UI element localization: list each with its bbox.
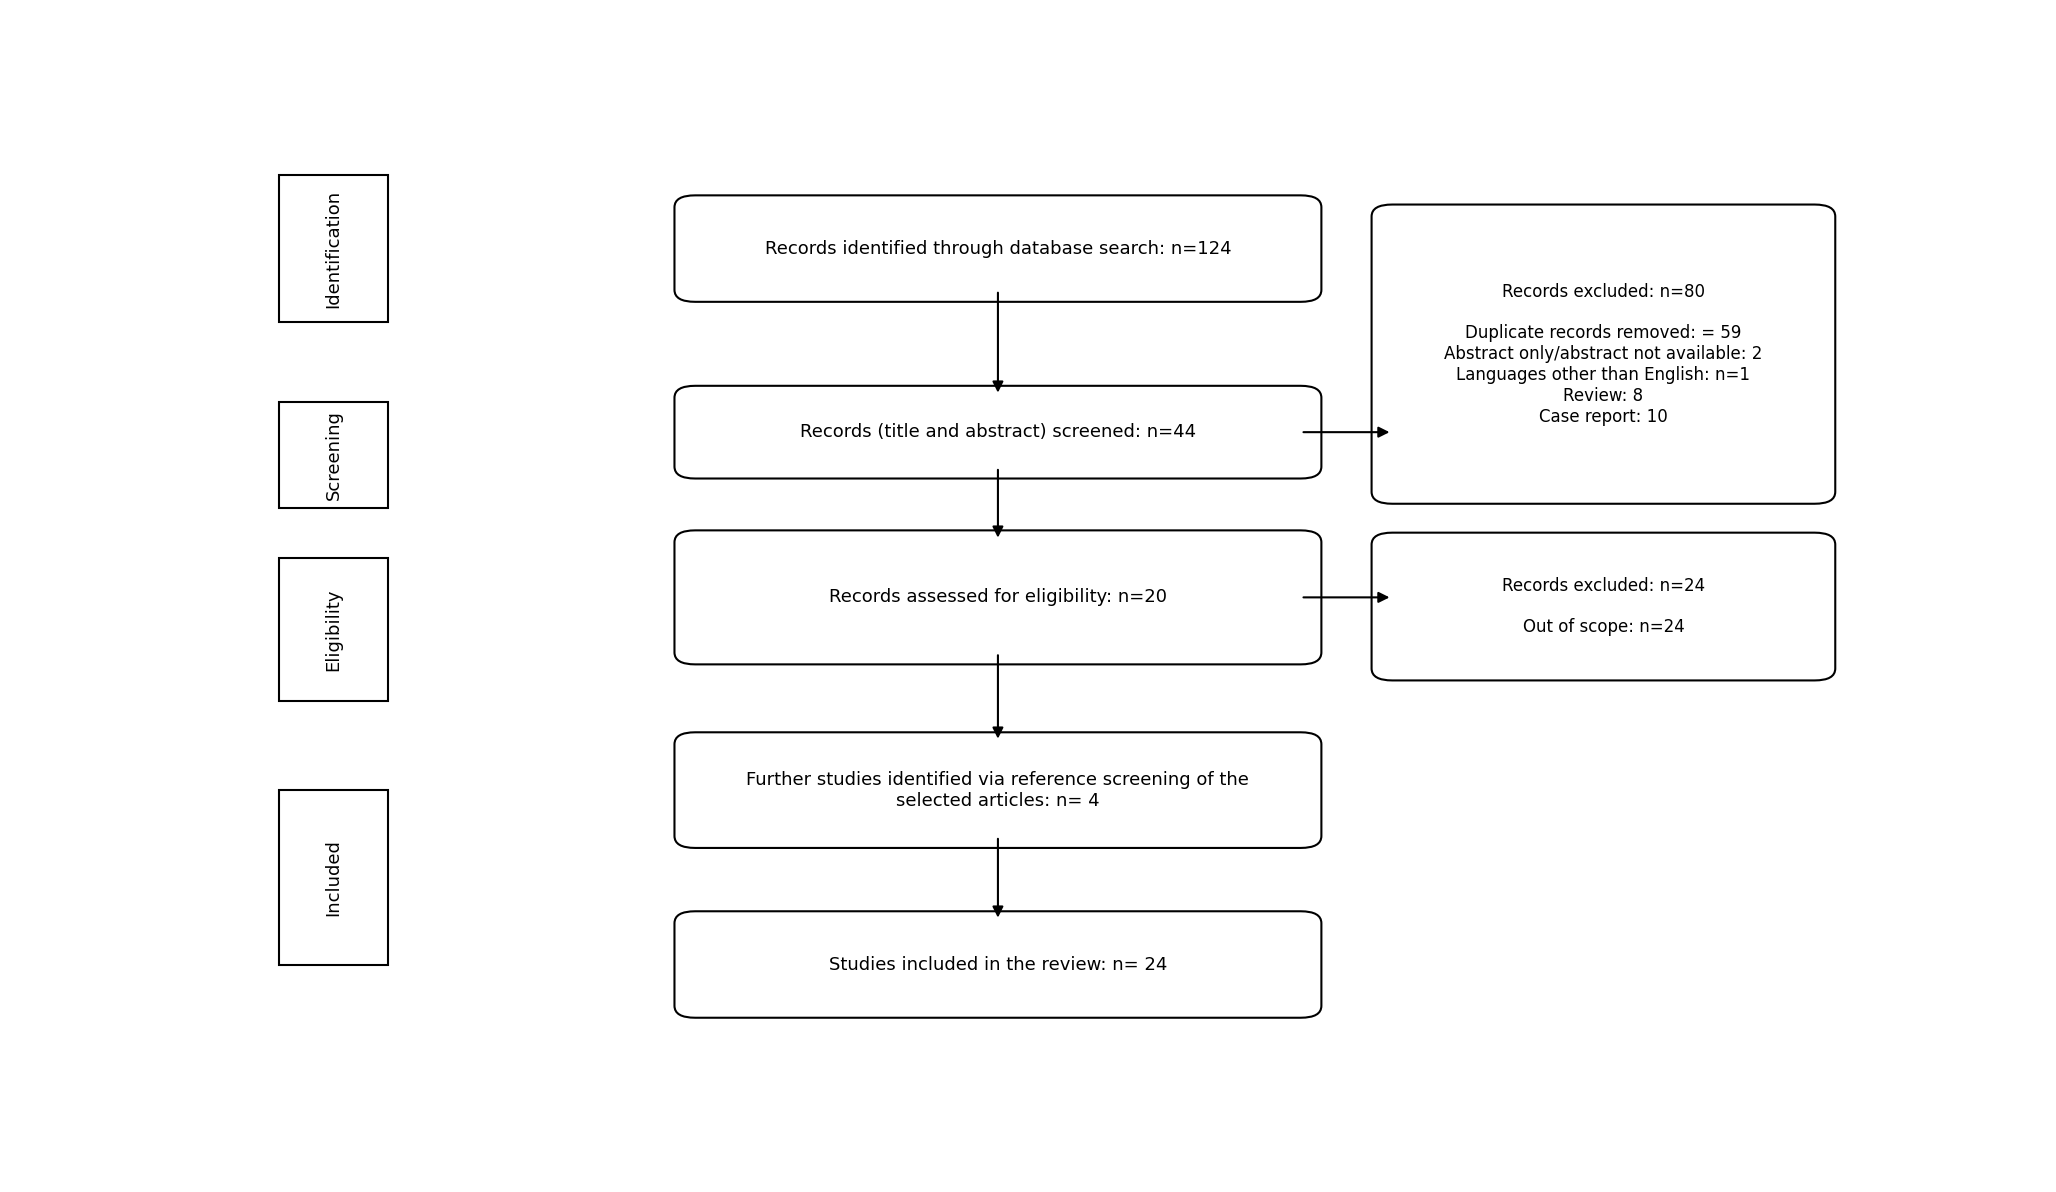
FancyBboxPatch shape: [280, 790, 389, 964]
FancyBboxPatch shape: [1371, 533, 1836, 681]
Text: Records assessed for eligibility: n=20: Records assessed for eligibility: n=20: [829, 589, 1168, 607]
FancyBboxPatch shape: [674, 911, 1322, 1018]
FancyBboxPatch shape: [1371, 205, 1836, 504]
FancyBboxPatch shape: [280, 403, 389, 508]
Text: Records identified through database search: n=124: Records identified through database sear…: [765, 240, 1232, 257]
Text: Further studies identified via reference screening of the
selected articles: n= : Further studies identified via reference…: [746, 771, 1250, 809]
Text: Records excluded: n=80

Duplicate records removed: = 59
Abstract only/abstract n: Records excluded: n=80 Duplicate records…: [1443, 283, 1762, 426]
Text: Records excluded: n=24

Out of scope: n=24: Records excluded: n=24 Out of scope: n=2…: [1501, 577, 1704, 637]
Text: Eligibility: Eligibility: [325, 588, 343, 671]
FancyBboxPatch shape: [280, 175, 389, 322]
Text: Records (title and abstract) screened: n=44: Records (title and abstract) screened: n…: [800, 423, 1197, 441]
Text: Screening: Screening: [325, 410, 343, 499]
FancyBboxPatch shape: [280, 558, 389, 701]
Text: Studies included in the review: n= 24: Studies included in the review: n= 24: [829, 956, 1168, 974]
FancyBboxPatch shape: [674, 386, 1322, 478]
Text: Included: Included: [325, 839, 343, 915]
FancyBboxPatch shape: [674, 195, 1322, 302]
FancyBboxPatch shape: [674, 530, 1322, 664]
Text: Identification: Identification: [325, 190, 343, 308]
FancyBboxPatch shape: [674, 732, 1322, 848]
